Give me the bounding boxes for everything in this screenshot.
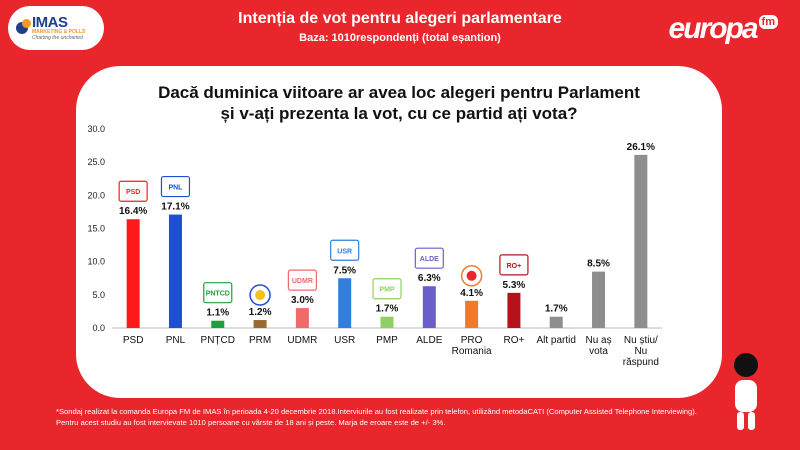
x-tick-label: USR (334, 335, 355, 346)
y-tick-label: 0.0 (92, 323, 105, 333)
survey-question: Dacă duminica viitoare ar avea loc alege… (76, 82, 722, 124)
europa-fm-logo: europa fm (669, 12, 778, 46)
bar (422, 286, 436, 328)
speech-bubble (76, 66, 722, 398)
x-tick-label: RO+ (504, 335, 525, 346)
party-logo-text: UDMR (292, 278, 313, 285)
party-logo-icon (372, 278, 402, 300)
data-label: 8.5% (587, 259, 610, 270)
imas-logo-icon (16, 19, 31, 34)
bar (507, 292, 521, 328)
imas-logo-tagline: MARKETING & POLLS (32, 29, 86, 35)
data-label: 6.3% (418, 273, 441, 284)
party-logo-icon (287, 269, 317, 291)
x-tick-label: Nu (634, 346, 647, 357)
party-logo-dot (466, 270, 477, 281)
x-tick-label: PSD (123, 335, 144, 346)
data-label: 4.1% (460, 288, 483, 299)
x-tick-label: Nu știu/ (624, 335, 658, 346)
y-tick-label: 30.0 (87, 124, 105, 134)
data-label: 26.1% (627, 142, 655, 153)
imas-logo-slogan: Charting the uncharted (32, 35, 83, 41)
page-title: Intenția de vot pentru alegeri parlament… (238, 10, 562, 27)
europa-logo-text: europa (668, 12, 759, 45)
bar (168, 214, 182, 328)
bar (126, 219, 140, 328)
bar (634, 154, 648, 328)
party-logo-icon (414, 247, 444, 269)
question-line-2: și v-ați prezenta la vot, cu ce partid a… (220, 104, 578, 123)
x-tick-label: Romania (452, 346, 492, 357)
x-tick-label: Alt partid (536, 335, 575, 346)
data-label: 7.5% (333, 265, 356, 276)
bar (211, 320, 225, 328)
x-tick-label: vota (589, 346, 608, 357)
imas-logo: IMAS MARKETING & POLLS Charting the unch… (8, 6, 104, 50)
bar (338, 278, 352, 328)
party-logo-text: PNL (168, 185, 183, 192)
page-subtitle: Baza: 1010respondenți (total eșantion) (299, 32, 501, 44)
party-logo-icon (160, 175, 191, 198)
data-label: 17.1% (161, 202, 189, 213)
party-logo-text: PSD (126, 189, 140, 196)
party-logo-text: PNTCD (206, 291, 230, 298)
bar (465, 300, 479, 328)
party-logo-text: RO+ (507, 263, 522, 270)
data-label: 1.2% (249, 307, 272, 318)
bar (592, 271, 606, 328)
x-tick-label: PNL (166, 335, 186, 346)
party-logo-text: ALDE (420, 256, 439, 263)
imas-logo-name: IMAS (32, 14, 68, 31)
party-logo-text: USR (337, 248, 352, 255)
party-logo-text: PMP (379, 287, 395, 294)
data-label: 1.7% (545, 304, 568, 315)
y-tick-label: 5.0 (92, 290, 105, 300)
data-label: 5.3% (503, 280, 526, 291)
party-logo-dot (255, 290, 266, 301)
bar (253, 320, 267, 328)
question-line-1: Dacă duminica viitoare ar avea loc alege… (158, 83, 640, 102)
data-label: 16.4% (119, 206, 147, 217)
y-tick-label: 10.0 (87, 257, 105, 267)
bar (549, 316, 563, 328)
y-tick-label: 15.0 (87, 224, 105, 234)
data-label: 1.1% (206, 308, 229, 319)
party-logo-icon (203, 282, 233, 304)
footnote-line-2: Pentru acest studiu au fost intervievate… (56, 418, 446, 427)
mascot-icon (734, 353, 758, 430)
x-tick-label: răspund (623, 357, 659, 368)
party-logo-icon (330, 239, 360, 261)
x-tick-label: ALDE (416, 335, 442, 346)
bar (380, 316, 394, 328)
x-tick-label: PMP (376, 335, 398, 346)
footnote-line-1: *Sondaj realizat la comanda Europa FM de… (56, 407, 697, 416)
x-tick-label: PRM (249, 335, 271, 346)
bar (295, 308, 309, 328)
data-label: 1.7% (376, 304, 399, 315)
x-tick-label: PRO (461, 335, 483, 346)
x-tick-label: Nu aș (585, 335, 611, 346)
party-logo-icon (499, 254, 529, 276)
data-label: 3.0% (291, 295, 314, 306)
party-logo-icon (118, 180, 148, 202)
y-tick-label: 20.0 (87, 190, 105, 200)
x-tick-label: PNȚCD (201, 335, 235, 346)
y-tick-label: 25.0 (87, 157, 105, 167)
europa-logo-fm: fm (758, 15, 778, 29)
x-tick-label: UDMR (287, 335, 317, 346)
footnote: *Sondaj realizat la comanda Europa FM de… (56, 406, 746, 428)
